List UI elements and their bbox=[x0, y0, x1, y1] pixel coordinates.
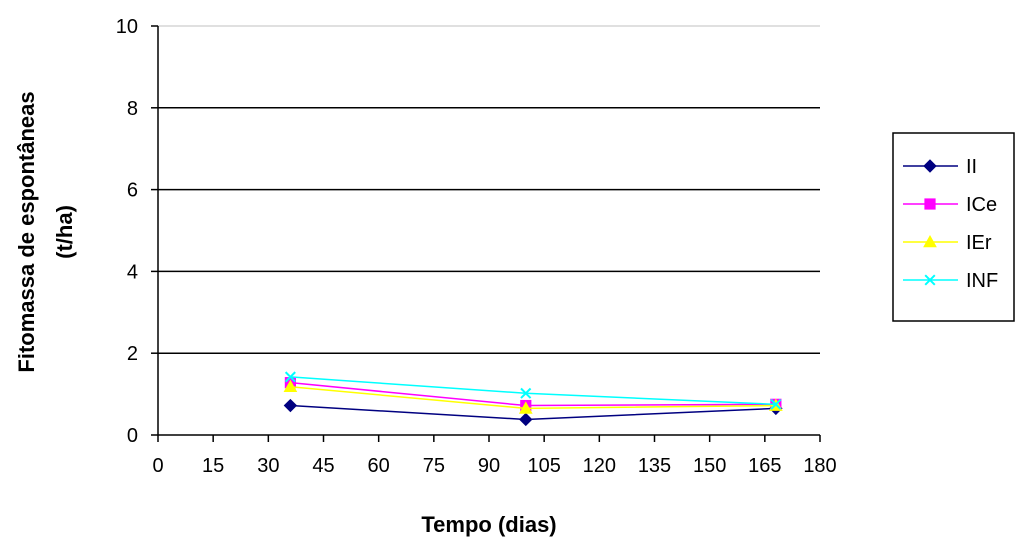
legend-label: INF bbox=[966, 270, 998, 292]
y-tick-label: 4 bbox=[127, 261, 138, 283]
series-line bbox=[290, 376, 776, 406]
x-tick-label: 0 bbox=[152, 455, 163, 477]
y-tick-label: 8 bbox=[127, 98, 138, 120]
point-marker bbox=[924, 198, 936, 210]
point-marker bbox=[770, 398, 782, 410]
y-tick-label: 0 bbox=[127, 425, 138, 447]
x-axis-label: Tempo (dias) bbox=[421, 512, 556, 537]
point-marker bbox=[518, 401, 533, 414]
marker-stroke bbox=[520, 387, 532, 399]
legend: II ICe IEr INF bbox=[892, 132, 1015, 322]
point-marker bbox=[520, 387, 532, 399]
series-inf bbox=[284, 371, 782, 410]
y-tick-label: 6 bbox=[127, 180, 138, 202]
x-tick-label: 120 bbox=[583, 455, 616, 477]
legend-label: II bbox=[966, 156, 977, 178]
series-ier bbox=[283, 379, 783, 414]
series-ii bbox=[283, 398, 783, 427]
x-tick-label: 165 bbox=[748, 455, 781, 477]
axes bbox=[157, 26, 820, 436]
legend-label: IEr bbox=[966, 232, 992, 254]
x-tick-label: 135 bbox=[638, 455, 671, 477]
marker-stroke bbox=[770, 398, 782, 410]
x-tick-label: 105 bbox=[527, 455, 560, 477]
legend-box bbox=[892, 132, 1015, 322]
y-tick-label: 10 bbox=[116, 16, 138, 38]
legend-item: INF bbox=[903, 270, 998, 292]
point-marker bbox=[283, 379, 298, 393]
series-group bbox=[283, 371, 783, 427]
x-tick-label: 75 bbox=[423, 455, 445, 477]
legend-item: II bbox=[903, 156, 977, 178]
y-axis-label-line: Fitomassa de espontâneas bbox=[14, 91, 39, 372]
point-marker bbox=[923, 234, 937, 248]
x-tick-label: 15 bbox=[202, 455, 224, 477]
marker-stroke bbox=[924, 274, 936, 286]
x-tick-label: 30 bbox=[257, 455, 279, 477]
x-tick-label: 45 bbox=[312, 455, 334, 477]
x-tick-label: 60 bbox=[368, 455, 390, 477]
y-tick-label: 2 bbox=[127, 343, 138, 365]
x-tick-label: 150 bbox=[693, 455, 726, 477]
x-axis-ticks: 0 15 30 45 60 75 90 105 120 135 150 165 180 bbox=[152, 435, 837, 477]
point-marker bbox=[923, 159, 937, 173]
legend-item: ICe bbox=[903, 194, 997, 216]
point-marker bbox=[924, 274, 936, 286]
y-axis-ticks: 0 2 4 6 8 10 bbox=[116, 16, 158, 447]
point-marker bbox=[284, 371, 296, 383]
legend-label: ICe bbox=[966, 194, 997, 216]
point-marker bbox=[519, 412, 533, 427]
marker-stroke bbox=[284, 371, 296, 383]
legend-item: IEr bbox=[903, 232, 992, 254]
y-axis-label: Fitomassa de espontâneas (t/ha) bbox=[14, 91, 77, 372]
point-marker bbox=[283, 398, 298, 413]
x-tick-label: 180 bbox=[803, 455, 836, 477]
x-tick-label: 90 bbox=[478, 455, 500, 477]
y-axis-label-line: (t/ha) bbox=[52, 205, 77, 259]
grid-lines bbox=[158, 25, 820, 354]
